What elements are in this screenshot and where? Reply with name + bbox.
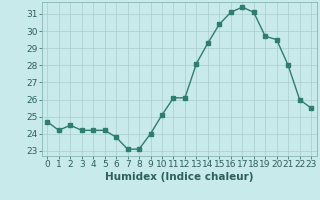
X-axis label: Humidex (Indice chaleur): Humidex (Indice chaleur) bbox=[105, 172, 253, 182]
